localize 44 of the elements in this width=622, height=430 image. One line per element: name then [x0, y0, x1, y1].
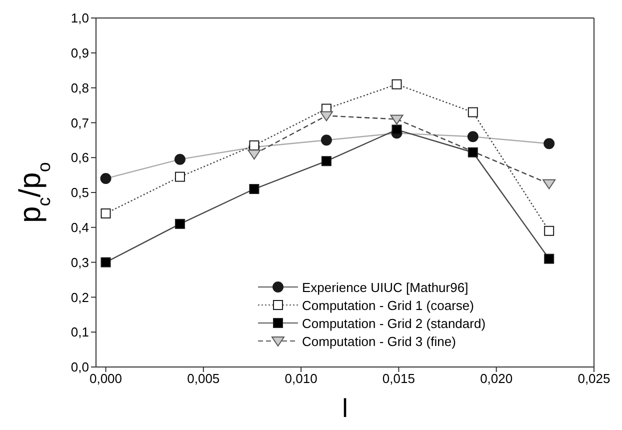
point: [174, 172, 185, 182]
y-tick-label: 0,9: [70, 46, 89, 61]
point: [468, 107, 478, 118]
point: [248, 150, 261, 160]
x-tick-label: 0,015: [382, 371, 415, 386]
point: [320, 134, 332, 146]
point: [249, 184, 260, 194]
point: [467, 131, 478, 142]
y-tick-label: 0,3: [70, 254, 89, 270]
point: [249, 140, 260, 150]
point: [321, 156, 332, 166]
point: [544, 138, 555, 150]
x-axis-title: l: [342, 393, 348, 423]
y-tick-label: 0,4: [70, 220, 89, 236]
y-tick-label: 0,2: [70, 290, 89, 305]
point: [544, 226, 554, 236]
point: [392, 79, 402, 90]
x-tick-label: 0,020: [480, 371, 513, 386]
point: [100, 208, 111, 218]
legend-label: Experience UIUC [Mathur96]: [302, 280, 468, 294]
legend-label: Computation - Grid 1 (coarse): [302, 298, 474, 312]
point: [468, 147, 478, 158]
y-tick-label: 0,0: [70, 360, 89, 375]
x-tick-label: 0,010: [284, 371, 318, 386]
x-tick-label: 0,025: [578, 371, 610, 386]
point: [390, 114, 404, 125]
point: [174, 154, 186, 165]
point: [544, 254, 554, 264]
legend-label: Computation - Grid 3 (fine): [302, 334, 456, 348]
point: [100, 173, 112, 184]
point: [174, 218, 185, 229]
point: [392, 124, 402, 135]
y-tick-label: 0,8: [70, 80, 89, 96]
legend-label: Computation - Grid 2 (standard): [302, 316, 486, 330]
y-tick-label: 0,6: [70, 150, 89, 166]
y-tick-label: 0,1: [70, 324, 89, 340]
y-tick-label: 1,0: [70, 10, 89, 26]
point: [542, 179, 556, 190]
y-tick-label: 0,7: [70, 115, 89, 130]
point: [100, 257, 111, 268]
x-tick-label: 0,005: [187, 371, 220, 386]
x-tick-label: 0,000: [89, 371, 122, 386]
point: [320, 111, 333, 122]
y-tick-label: 0,5: [70, 185, 89, 200]
